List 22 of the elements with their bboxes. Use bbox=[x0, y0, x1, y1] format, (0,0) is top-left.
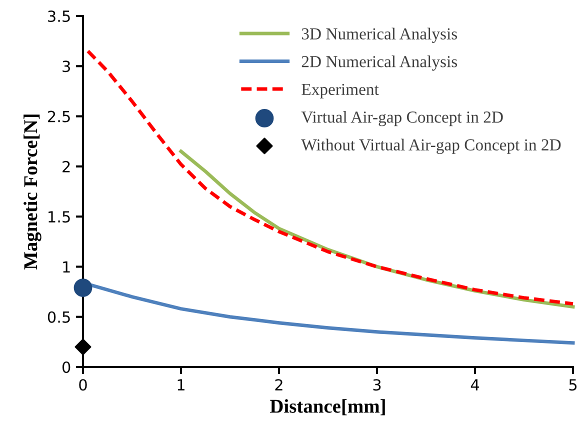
y-tick-label: 3.5 bbox=[48, 10, 70, 22]
x-tick-label: 2 bbox=[275, 379, 282, 390]
x-axis-title: Distance[mm] bbox=[270, 399, 385, 416]
x-tick-label: 0 bbox=[79, 379, 87, 391]
y-tick-label: 0.5 bbox=[48, 311, 70, 323]
legend-label: 3D Numerical Analysis bbox=[302, 28, 458, 43]
x-tick-label: 1 bbox=[178, 379, 184, 390]
legend-label: Without Virtual Air-gap Concept in 2D bbox=[301, 138, 561, 154]
x-tick-label: 4 bbox=[470, 379, 480, 390]
legend-label: Experiment bbox=[302, 84, 379, 98]
y-tick-label: 1 bbox=[63, 261, 70, 273]
x-tick-label: 5 bbox=[569, 379, 577, 391]
y-tick-label: 2 bbox=[62, 160, 70, 172]
x-tick-label: 3 bbox=[373, 379, 381, 391]
y-tick-label: 2.5 bbox=[48, 110, 70, 122]
y-tick-label: 3 bbox=[62, 60, 70, 72]
y-tick-label: 1.5 bbox=[48, 211, 70, 223]
legend-label: 2D Numerical Analysis bbox=[302, 56, 458, 71]
line-series bbox=[86, 49, 575, 306]
y-tick-label: 0 bbox=[62, 361, 70, 374]
legend-label: Virtual Air-gap Concept in 2D bbox=[301, 111, 503, 126]
y-axis-title: Magnetic Force[N] bbox=[24, 114, 42, 270]
